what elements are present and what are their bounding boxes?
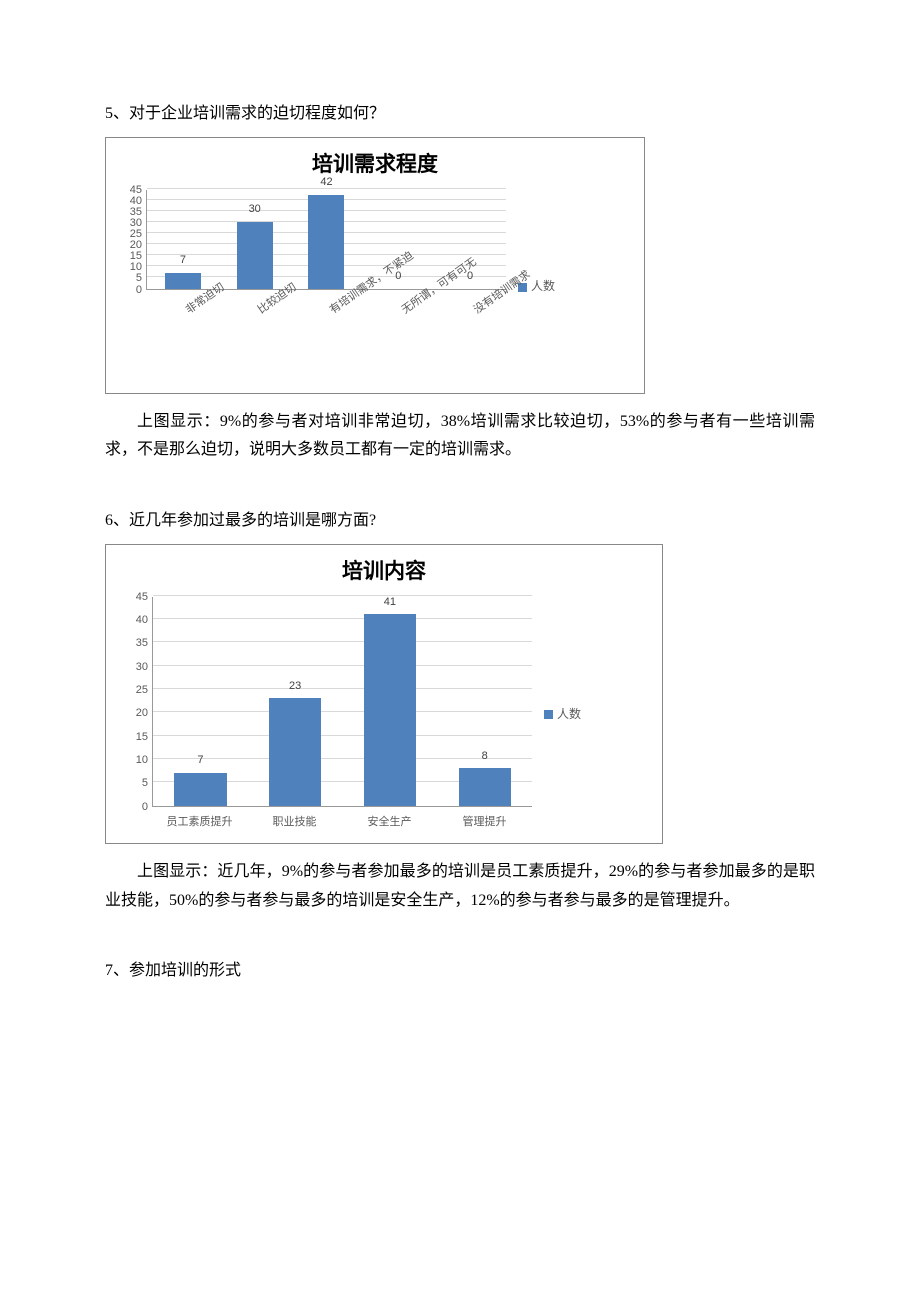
bar: [364, 614, 416, 805]
x-axis-label: 没有培训需求: [470, 304, 516, 370]
q6-chart: 培训内容 051015202530354045 7 23 41 8 员工素质提升职业技能安全…: [105, 544, 663, 844]
legend-label: 人数: [531, 276, 555, 298]
bar: [165, 273, 201, 289]
q5-chart: 培训需求程度0510152025303540457304200非常迫切比较迫切有…: [105, 137, 645, 394]
q5-question: 5、对于企业培训需求的迫切程度如何？: [105, 100, 815, 129]
bar: [237, 222, 273, 289]
x-axis-labels: 员工素质提升职业技能安全生产管理提升: [152, 807, 532, 833]
q6-question: 6、近几年参加过最多的培训是哪方面?: [105, 507, 815, 536]
bar-slot: 7: [153, 751, 248, 805]
bar-slot: 23: [248, 677, 343, 806]
bar-value-label: 41: [384, 593, 396, 613]
bar: [308, 195, 344, 288]
x-axis-labels: 非常迫切比较迫切有培训需求，不紧迫无所谓，可有可无没有培训需求: [146, 290, 506, 385]
x-axis-label: 职业技能: [247, 813, 342, 833]
bar-slot: 7: [147, 251, 219, 288]
bar-value-label: 30: [249, 200, 261, 220]
bar-value-label: 42: [320, 173, 332, 193]
chart-title: 培训需求程度: [106, 138, 644, 184]
x-axis-label: 管理提升: [437, 813, 532, 833]
bar-slot: 42: [291, 173, 363, 288]
q5-analysis: 上图显示：9%的参与者对培训非常迫切，38%培训需求比较迫切，53%的参与者有一…: [105, 408, 815, 466]
bar-value-label: 8: [482, 747, 488, 767]
y-axis-labels: 051015202530354045: [116, 597, 152, 807]
bar: [174, 773, 226, 806]
q6-analysis: 上图显示：近几年，9%的参与者参加最多的培训是员工素质提升，29%的参与者参加最…: [105, 858, 815, 916]
bar-slot: 41: [343, 593, 438, 806]
chart-title: 培训内容: [106, 545, 662, 591]
plot-area: 723418: [152, 597, 532, 807]
bar: [269, 698, 321, 805]
q7-question: 7、参加培训的形式: [105, 957, 815, 986]
x-axis-label: 安全生产: [342, 813, 437, 833]
legend-swatch: [544, 710, 553, 719]
bar-value-label: 7: [197, 751, 203, 771]
bar-slot: 8: [437, 747, 532, 806]
bar-value-label: 23: [289, 677, 301, 697]
chart-legend: 人数: [544, 704, 581, 726]
bar-value-label: 7: [180, 251, 186, 271]
x-axis-label: 员工素质提升: [152, 813, 247, 833]
y-axis-labels: 051015202530354045: [116, 190, 146, 290]
legend-label: 人数: [557, 704, 581, 726]
bar: [459, 768, 511, 805]
bar-slot: 30: [219, 200, 291, 288]
